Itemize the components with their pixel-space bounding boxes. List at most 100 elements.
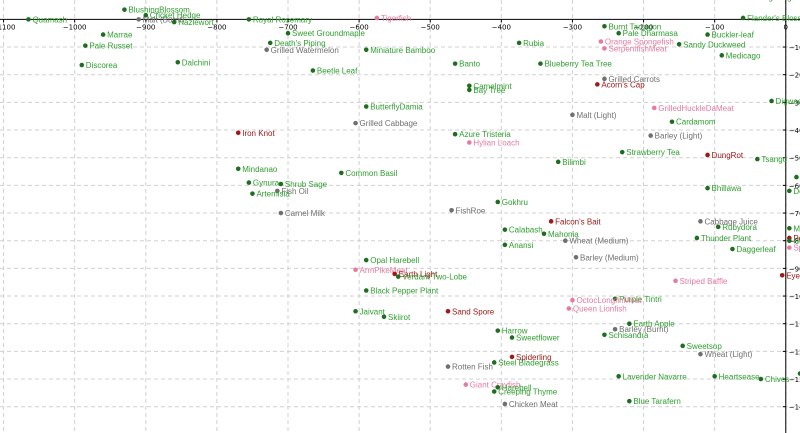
- point-label: Myristica: [793, 224, 800, 233]
- point-label: Barley (Light): [655, 132, 703, 141]
- x-tick-label: −600: [349, 23, 368, 31]
- point-label: Sweetsop: [687, 342, 723, 351]
- point-marker: [509, 335, 515, 340]
- point-label: Mahonia: [548, 230, 579, 239]
- point-marker: [278, 181, 284, 187]
- data-point: Thunder Plant: [694, 234, 752, 243]
- data-point: Barley (Medium): [573, 253, 639, 262]
- point-label: Orange Nigel: [751, 0, 798, 2]
- data-point: FishRoe: [449, 206, 486, 215]
- point-marker: [395, 274, 401, 279]
- point-marker: [285, 30, 291, 36]
- data-point: Steel Bladegrass: [491, 358, 559, 367]
- point-label: Iron Knot: [242, 129, 275, 138]
- data-point: Rotten Fish: [445, 363, 493, 372]
- data-point: Anansi: [502, 241, 534, 250]
- data-point: Iron Knot: [235, 129, 275, 138]
- data-point: Giant Crayfish: [463, 381, 520, 390]
- point-marker: [235, 166, 241, 172]
- data-point: Barley (Light): [648, 132, 703, 141]
- data-point: Barley (Burnt): [612, 325, 669, 334]
- point-marker: [246, 180, 252, 185]
- y-tick-label: −1200: [789, 348, 800, 356]
- point-label: Wheat (Medium): [569, 237, 628, 246]
- point-marker: [467, 83, 472, 89]
- point-label: Grilled Carrots: [608, 75, 660, 84]
- data-point: Blueberry Tea Tree: [538, 60, 612, 69]
- data-point: Skiirot: [381, 313, 411, 322]
- point-label: Peasant Fin: [793, 234, 800, 243]
- point-marker: [175, 59, 181, 65]
- data-point: Miniature Bamboo: [363, 46, 436, 55]
- x-tick-label: −700: [278, 23, 297, 31]
- point-marker: [797, 371, 800, 376]
- point-label: Striped Baffle: [680, 277, 728, 286]
- point-label: Rotten Fish: [452, 363, 493, 372]
- point-marker: [353, 267, 358, 273]
- data-point: Chives: [758, 375, 789, 384]
- point-marker: [787, 225, 792, 231]
- point-marker: [673, 278, 678, 284]
- point-marker: [602, 23, 607, 29]
- point-label: Eye of Osiris: [786, 271, 800, 280]
- data-point: Bay Tree: [467, 86, 506, 95]
- point-label: Fish Oil: [281, 187, 308, 196]
- point-marker: [627, 398, 632, 404]
- point-marker: [694, 235, 700, 241]
- x-tick-label: −400: [492, 23, 511, 31]
- point-label: Thunder Plant: [701, 234, 752, 243]
- point-label: Bay Tree: [473, 86, 506, 95]
- y-tick-label: −1400: [789, 404, 800, 412]
- point-marker: [136, 17, 141, 22]
- point-marker: [680, 343, 685, 349]
- point-marker: [374, 15, 380, 21]
- point-label: Gokhru: [502, 198, 528, 207]
- point-marker: [794, 174, 799, 180]
- point-label: Opal Harebell: [370, 256, 419, 265]
- point-label: Grilled Cabbage: [360, 119, 418, 128]
- point-label: Giant Crayfish: [470, 381, 521, 390]
- point-label: Miniature Bamboo: [370, 46, 435, 55]
- point-marker: [602, 76, 607, 82]
- data-point: Hylian Loach: [467, 138, 520, 147]
- point-label: Artemisia: [256, 190, 290, 199]
- data-point: Verdant Two-Lobe: [395, 273, 468, 282]
- point-label: Wheat (Light): [704, 350, 752, 359]
- point-marker: [595, 82, 600, 87]
- point-label: Anansi: [509, 241, 534, 250]
- data-point: Marrae: [100, 31, 133, 40]
- point-label: Strawberry Tea: [626, 148, 680, 157]
- point-marker: [310, 68, 316, 73]
- point-marker: [235, 130, 241, 136]
- point-label: Orange Spongefish: [605, 38, 674, 47]
- point-label: Blue Tarafern: [633, 397, 680, 406]
- point-label: Calabash: [509, 226, 543, 235]
- point-label: Sandy Duckweed: [683, 40, 745, 49]
- point-marker: [648, 133, 653, 138]
- point-marker: [651, 105, 657, 111]
- point-label: Sweet Groundmaple: [292, 29, 365, 38]
- point-label: Digweed: [776, 97, 800, 106]
- data-point: Digweed: [769, 97, 800, 106]
- point-label: GrilledHuckleDaMeat: [658, 104, 734, 113]
- point-marker: [171, 19, 177, 25]
- data-point: Grilled Watermelon: [264, 46, 339, 55]
- y-tick-label: −400: [789, 127, 800, 135]
- data-point: Pale Dharmasa: [616, 29, 678, 38]
- point-marker: [616, 30, 621, 36]
- point-marker: [502, 242, 508, 248]
- point-label: Spiderling: [516, 353, 552, 362]
- point-label: Banto: [459, 60, 480, 69]
- data-point: OctocLongfinMeat: [570, 296, 642, 305]
- data-point: Orange Nigel: [751, 0, 798, 2]
- point-marker: [275, 188, 280, 194]
- point-label: Buckler-leaf: [712, 31, 755, 40]
- data-point: Banto: [452, 60, 481, 69]
- point-marker: [339, 170, 344, 176]
- y-tick-label: −300: [789, 99, 800, 107]
- point-marker: [363, 104, 369, 109]
- point-marker: [538, 61, 543, 66]
